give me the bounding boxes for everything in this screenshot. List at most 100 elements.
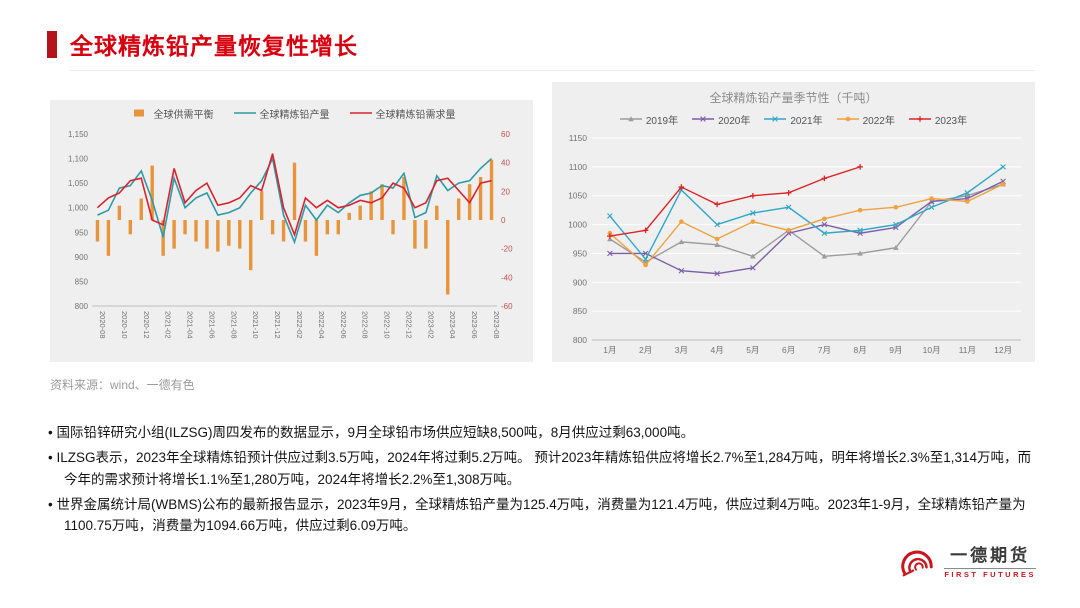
circle-marker-icon [1000, 181, 1006, 187]
x-marker-icon [642, 256, 649, 262]
balance-bar [456, 198, 461, 220]
balance-bar [238, 220, 242, 249]
legend-label: 全球精炼铅需求量 [375, 109, 456, 121]
bullet-item: 国际铅锌研究小组(ILZSG)周四发布的数据显示，9月全球铅市场供应短缺8,50… [48, 422, 1038, 444]
balance-bar [424, 220, 428, 249]
triangle-marker-icon [678, 239, 685, 245]
x-axis-label: 4月 [711, 345, 724, 355]
balance-bar [117, 205, 122, 220]
seasonality-chart-legend: 2019年 2020年 2021年 2022年 2023年 [552, 106, 1035, 132]
balance-bar [172, 220, 176, 249]
legend-item: 全球精炼铅产量 [233, 106, 330, 121]
balance-bar [325, 220, 330, 235]
circle-marker-icon [714, 236, 720, 242]
x-axis-label: 12月 [994, 345, 1012, 355]
right-axis-label: 60 [501, 130, 510, 139]
combo-chart-legend: 全球供需平衡 全球精炼铅产量 全球精炼铅需求量 [50, 100, 533, 126]
triangle-marker-icon [821, 253, 828, 259]
triangle-marker-icon [628, 116, 634, 122]
balance-bar [478, 177, 483, 220]
bullet-list: 国际铅锌研究小组(ILZSG)周四发布的数据显示，9月全球铅市场供应短缺8,50… [48, 422, 1038, 540]
x-marker-icon [607, 250, 613, 257]
x-marker-icon [714, 270, 720, 277]
circle-marker-icon [643, 262, 648, 268]
bullet-item: ILZSG表示，2023年全球精炼铅预计供应过剩3.5万吨，2024年将过剩5.… [48, 447, 1038, 491]
x-axis-label: 8月 [854, 345, 867, 355]
series-line [96, 153, 492, 238]
balance-bar [106, 220, 111, 256]
logo-divider [944, 567, 1036, 569]
x-axis-label: 7月 [818, 345, 831, 355]
left-axis-label: 850 [75, 277, 89, 286]
x-marker-icon [750, 210, 756, 216]
x-axis-label: 2020-08 [98, 311, 107, 339]
circle-marker-icon [679, 219, 684, 224]
x-marker-icon [678, 267, 685, 274]
y-axis-label: 1050 [568, 191, 587, 201]
y-axis-label: 1100 [569, 162, 588, 172]
right-axis-label: -60 [501, 302, 513, 311]
y-axis-label: 850 [573, 306, 587, 316]
balance-bar [303, 220, 308, 242]
legend-label: 2022年 [862, 115, 895, 127]
seasonality-chart-panel: 全球精炼铅产量季节性（千吨） 2019年 2020年 2021年 2022年 2023年… [552, 82, 1035, 362]
y-axis-label: 1150 [569, 133, 588, 143]
legend-item: 2019年 [619, 112, 678, 127]
balance-bar [161, 220, 165, 256]
x-marker-icon [821, 221, 828, 228]
header-divider [70, 70, 1035, 71]
series-line [97, 156, 493, 245]
first-futures-logo-icon [901, 550, 934, 577]
left-axis-label: 900 [75, 253, 89, 262]
bullet-item: 世界金属统计局(WBMS)公布的最新报告显示，2023年9月，全球精炼铅产量为1… [48, 494, 1038, 538]
left-axis-label: 950 [75, 228, 89, 237]
x-axis-label: 2022-06 [339, 311, 348, 339]
x-axis-label: 9月 [889, 345, 902, 355]
balance-bar [380, 184, 384, 220]
circle-marker-icon [786, 228, 791, 233]
series-line [609, 183, 1004, 266]
x-axis-label: 2020-12 [142, 311, 151, 339]
x-axis-label: 2022-08 [361, 311, 370, 339]
circle-marker-icon [965, 199, 970, 204]
x-axis-label: 2023-02 [426, 311, 435, 339]
x-marker-icon [928, 204, 935, 211]
circle-marker-icon [822, 216, 827, 222]
x-marker-icon [642, 250, 649, 257]
line-legend-marker-icon [908, 116, 931, 122]
x-axis-label: 2023-08 [492, 311, 501, 339]
balance-bar [292, 162, 297, 220]
triangle-marker-icon [893, 244, 899, 250]
balance-bar [413, 220, 417, 249]
triangle-marker-icon [714, 241, 720, 248]
x-marker-icon [893, 221, 899, 228]
balance-bar [194, 220, 198, 242]
legend-label: 2021年 [790, 115, 823, 127]
right-axis-label: 40 [501, 159, 510, 168]
x-axis-label: 2022-12 [404, 311, 413, 339]
seasonality-line-chart: 800 850 900 950 1000 1050 1100 1150 1月 2月 3月 4月 5月 6月… [568, 133, 1021, 355]
x-axis-label: 2021-12 [273, 311, 282, 339]
left-axis-label: 1,150 [68, 130, 89, 139]
legend-item: 2023年 [908, 112, 967, 127]
legend-item: 2022年 [836, 112, 895, 127]
x-marker-icon [821, 230, 828, 237]
legend-label: 全球供需平衡 [153, 109, 214, 121]
circle-marker-icon [750, 219, 756, 224]
x-axis-label: 11月 [959, 345, 976, 355]
right-axis-label: 0 [501, 216, 506, 225]
circle-marker-icon [845, 116, 850, 122]
x-axis-label: 2022-10 [383, 311, 392, 339]
circle-marker-icon [929, 196, 934, 201]
balance-bar [391, 220, 395, 235]
balance-bar [95, 220, 100, 242]
source-note: 资料来源：wind、一德有色 [50, 378, 195, 392]
x-axis-label: 2022-02 [295, 311, 304, 339]
line-legend-marker-icon [836, 116, 859, 122]
legend-item: 全球供需平衡 [128, 106, 214, 121]
y-axis-label: 1000 [568, 220, 587, 230]
y-axis-label: 800 [573, 335, 587, 345]
x-marker-icon [750, 265, 756, 271]
x-axis-label: 2021-02 [164, 311, 173, 339]
